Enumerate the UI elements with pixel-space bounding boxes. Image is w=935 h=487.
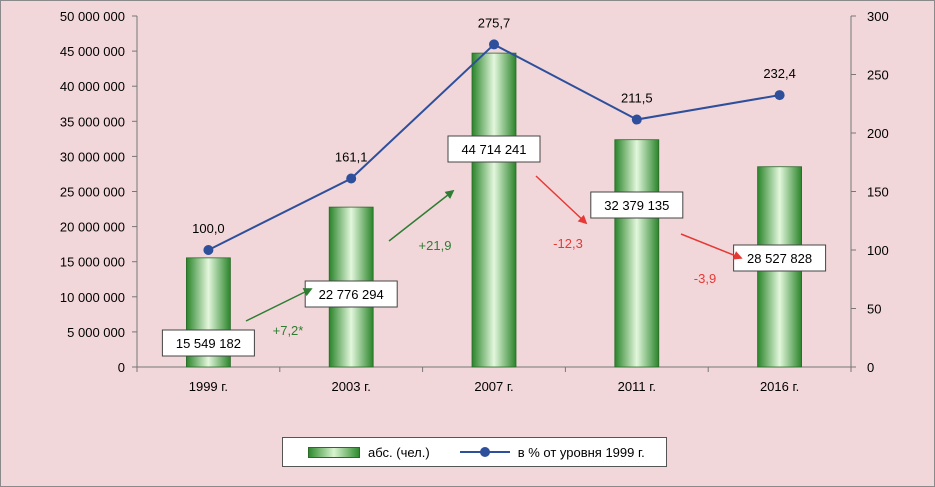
y-right-tick-label: 300 [867,9,889,24]
change-label: -3,9 [694,271,716,286]
line-point [489,39,499,50]
line-data-label: 232,4 [763,66,796,81]
x-tick-label: 2011 г. [618,379,656,394]
y-left-tick-label: 45 000 000 [60,44,125,59]
bar [471,52,517,368]
bar-value-box [304,280,398,308]
bar-data-label: 44 714 241 [461,142,526,157]
y-left-tick-label: 50 000 000 [60,9,125,24]
bar-value-box [590,191,684,219]
legend-item-line: в % от уровня 1999 г. [430,445,645,460]
line-point [631,114,642,125]
bar-value-box [447,135,541,163]
y-left-tick-label: 30 000 000 [60,149,125,164]
y-right-tick-label: 50 [867,302,881,317]
legend-item-bars: абс. (чел.) [283,445,430,460]
y-left-tick-label: 10 000 000 [60,290,125,305]
y-left-tick-label: 20 000 000 [60,220,125,235]
legend-line-label: в % от уровня 1999 г. [517,444,645,460]
y-left-tick-label: 5 000 000 [67,325,125,340]
line-data-label: 211,5 [621,91,653,106]
legend-bar-label: абс. (чел.) [368,444,430,460]
change-arrow [680,233,743,260]
change-label: +21,9 [419,238,452,253]
bar-data-label: 22 776 294 [319,287,384,302]
change-arrow [245,288,313,322]
y-left-tick-label: 25 000 000 [60,185,125,200]
line-data-label: 161,1 [335,150,368,165]
line-data-label: 275,7 [478,15,511,30]
line-point [774,90,785,101]
x-tick-label: 2007 г. [474,379,513,394]
bar-data-label: 28 527 828 [747,251,812,266]
line-point [346,173,357,184]
bar [614,139,660,368]
y-left-tick-label: 35 000 000 [60,114,125,129]
y-left-tick-label: 40 000 000 [60,79,125,94]
y-left-tick-label: 0 [118,360,125,375]
y-right-tick-label: 250 [867,68,889,83]
chart-legend: абс. (чел.) в % от уровня 1999 г. [282,437,667,467]
change-arrow [388,189,455,242]
legend-line-swatch [459,446,510,458]
change-label: -12,3 [553,236,583,251]
x-tick-label: 2016 г. [760,379,799,394]
change-arrow [535,175,588,225]
bar-data-label: 32 379 135 [604,198,669,213]
x-tick-label: 1999 г. [189,379,228,394]
bar-data-label: 15 549 182 [176,336,241,351]
y-left-tick-label: 15 000 000 [60,255,125,270]
bar-value-box [161,329,255,357]
y-right-tick-label: 100 [867,243,889,258]
line-point [203,245,214,255]
x-tick-label: 2003 г. [332,379,371,394]
change-label: +7,2* [273,323,304,338]
y-right-tick-label: 150 [867,185,889,200]
legend-bar-swatch [308,446,360,458]
y-right-tick-label: 200 [867,126,889,141]
line-data-label: 100,0 [192,221,225,236]
bar-value-box [733,244,827,272]
y-right-tick-label: 0 [867,360,874,375]
chart-plot: 0 5 000 000 10 000 000 15 000 000 20 000 000… [60,9,889,394]
